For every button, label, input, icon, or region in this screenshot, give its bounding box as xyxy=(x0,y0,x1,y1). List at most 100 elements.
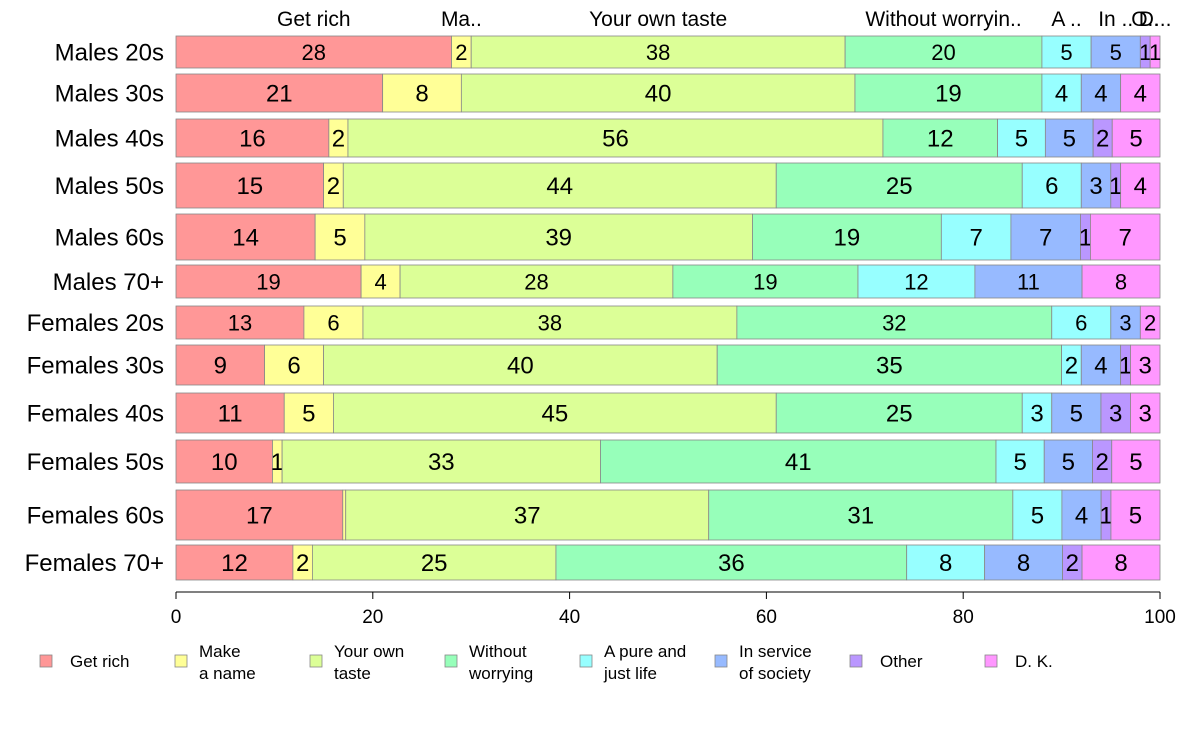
bar-segment xyxy=(281,439,601,484)
bar-segment xyxy=(175,305,305,340)
legend-label: Get rich xyxy=(70,652,130,671)
data-label: 28 xyxy=(524,269,548,294)
data-label: 5 xyxy=(1015,126,1028,153)
bar-segment xyxy=(362,305,738,340)
legend-swatch xyxy=(849,654,863,668)
category-label: Males 40s xyxy=(55,126,164,153)
header-label: D... xyxy=(1139,8,1172,31)
category-label: Males 20s xyxy=(55,40,164,67)
bar-segment xyxy=(314,213,366,261)
data-label: 17 xyxy=(246,503,273,530)
data-label: 3 xyxy=(1109,401,1122,428)
data-label: 19 xyxy=(753,269,777,294)
data-label: 5 xyxy=(333,225,346,252)
bar-segment xyxy=(323,344,718,386)
data-label: 3 xyxy=(1139,353,1152,380)
bar-segment xyxy=(175,118,330,158)
data-label: 1 xyxy=(1099,503,1112,530)
bar-segment xyxy=(1021,162,1082,209)
bar-segment xyxy=(175,489,344,541)
x-tick-label: 60 xyxy=(756,607,777,628)
category-label: Males 50s xyxy=(55,173,164,200)
legend-label: Without xyxy=(469,642,527,661)
bar-segment xyxy=(1090,213,1161,261)
header-label: Ma.. xyxy=(441,8,482,31)
data-label: 8 xyxy=(1114,550,1127,577)
bar-segment xyxy=(940,213,1012,261)
data-label: 40 xyxy=(645,81,672,108)
x-tick-label: 80 xyxy=(953,607,974,628)
legend-swatch xyxy=(174,654,188,668)
data-label: 5 xyxy=(1070,401,1083,428)
legend-label: a name xyxy=(199,664,256,683)
data-label: 1 xyxy=(1109,173,1122,200)
legend-label: worrying xyxy=(468,664,533,683)
data-label: 5 xyxy=(1129,126,1142,153)
bar-segment xyxy=(175,213,316,261)
data-label: 37 xyxy=(514,503,541,530)
data-label: 38 xyxy=(538,310,562,335)
bar-segment xyxy=(1081,544,1161,581)
bar-segment xyxy=(1111,439,1161,484)
x-tick-label: 0 xyxy=(171,607,182,628)
data-label: 2 xyxy=(1065,353,1078,380)
data-label: 1 xyxy=(1149,40,1161,65)
bar-segment xyxy=(175,35,452,69)
data-label: 35 xyxy=(876,353,903,380)
data-label: 36 xyxy=(718,550,745,577)
legend-label: Your own xyxy=(334,642,404,661)
bar-segment xyxy=(342,162,777,209)
bar-segment xyxy=(333,392,777,434)
bar-segment xyxy=(1110,489,1161,541)
bar-segment xyxy=(264,344,324,386)
header-label: A .. xyxy=(1051,8,1081,31)
data-label: 8 xyxy=(1115,269,1127,294)
data-label: 25 xyxy=(421,550,448,577)
data-label: 28 xyxy=(302,40,326,65)
data-label: 3 xyxy=(1089,173,1102,200)
category-label: Males 70+ xyxy=(53,269,164,296)
data-label: 32 xyxy=(882,310,906,335)
data-label: 25 xyxy=(886,401,913,428)
data-label: 33 xyxy=(428,449,455,476)
bar-segment xyxy=(1021,392,1053,434)
legend-swatch xyxy=(444,654,458,668)
bar-segment xyxy=(1100,392,1131,434)
legend-swatch xyxy=(309,654,323,668)
bar-segment xyxy=(175,344,265,386)
data-label: 15 xyxy=(236,173,263,200)
bar-segment xyxy=(175,73,384,113)
bar-segment xyxy=(1081,264,1161,299)
data-label: 4 xyxy=(1075,503,1088,530)
legend-swatch xyxy=(714,654,728,668)
data-label: 7 xyxy=(969,225,982,252)
data-label: 7 xyxy=(1039,225,1052,252)
data-label: 19 xyxy=(935,81,962,108)
data-label: 8 xyxy=(939,550,952,577)
bar-segment xyxy=(1043,439,1093,484)
data-label: 2 xyxy=(1096,126,1109,153)
bar-segment xyxy=(1139,305,1161,340)
bar-segment xyxy=(1111,118,1161,158)
data-label: 6 xyxy=(1045,173,1058,200)
data-label: 5 xyxy=(1129,503,1142,530)
data-label: 38 xyxy=(646,40,670,65)
category-label: Females 40s xyxy=(27,401,164,428)
bar-segment xyxy=(1080,73,1122,113)
legend-swatch xyxy=(984,654,998,668)
data-label: 45 xyxy=(541,401,568,428)
bar-segment xyxy=(347,118,884,158)
data-label: 5 xyxy=(1063,126,1076,153)
data-label: 31 xyxy=(847,503,874,530)
data-label: 10 xyxy=(211,449,238,476)
data-label: 41 xyxy=(785,449,812,476)
bar-segment xyxy=(984,544,1063,581)
data-label: 2 xyxy=(455,40,467,65)
bar-segment xyxy=(716,344,1063,386)
data-label: 6 xyxy=(327,310,339,335)
bar-segment xyxy=(1120,162,1161,209)
data-label: 4 xyxy=(1094,81,1107,108)
data-label: 6 xyxy=(1075,310,1087,335)
data-label: 39 xyxy=(545,225,572,252)
